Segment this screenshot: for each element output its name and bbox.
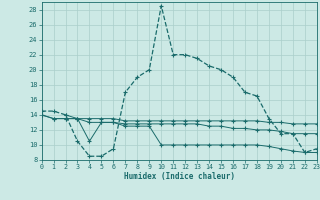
X-axis label: Humidex (Indice chaleur): Humidex (Indice chaleur) <box>124 172 235 181</box>
